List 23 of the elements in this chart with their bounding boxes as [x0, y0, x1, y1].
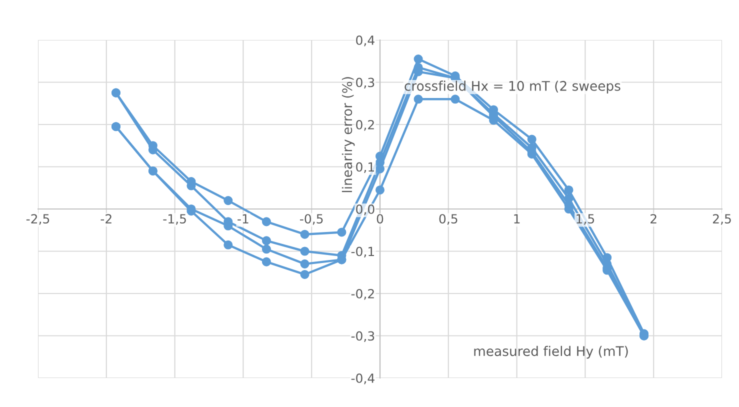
y-tick-label: 0,0 [356, 204, 374, 216]
x-tick-label: 0 [376, 214, 384, 224]
y-axis-title: lineariry error (%) [342, 77, 355, 192]
x-tick-label: -0,5 [300, 214, 323, 225]
x-tick-label: -1,5 [163, 214, 186, 225]
y-tick-label: -0,1 [351, 246, 374, 258]
y-tick-label: -0,4 [351, 373, 374, 384]
x-tick-label: -2 [100, 214, 112, 224]
x-tick-label: 2 [650, 214, 656, 224]
x-tick-label: -1 [238, 214, 248, 224]
x-axis-title: measured field Hy (mT) [474, 346, 628, 359]
x-tick-label: -2,5 [26, 214, 50, 225]
y-tick-label: 0,2 [356, 120, 374, 131]
x-tick-label: 1,5 [576, 214, 594, 225]
annotation: crossfield Hx = 10 mT (2 sweeps [404, 80, 620, 94]
y-tick-label: 0,1 [356, 162, 374, 173]
y-tick-label: -0,2 [351, 288, 374, 300]
x-tick-label: 0,5 [439, 214, 458, 225]
x-tick-label: 1 [514, 214, 520, 224]
x-tick-label: 2,5 [712, 214, 731, 225]
y-tick-label: 0,4 [356, 35, 374, 46]
y-tick-label: -0,3 [351, 331, 374, 342]
y-tick-label: 0,3 [356, 78, 374, 88]
